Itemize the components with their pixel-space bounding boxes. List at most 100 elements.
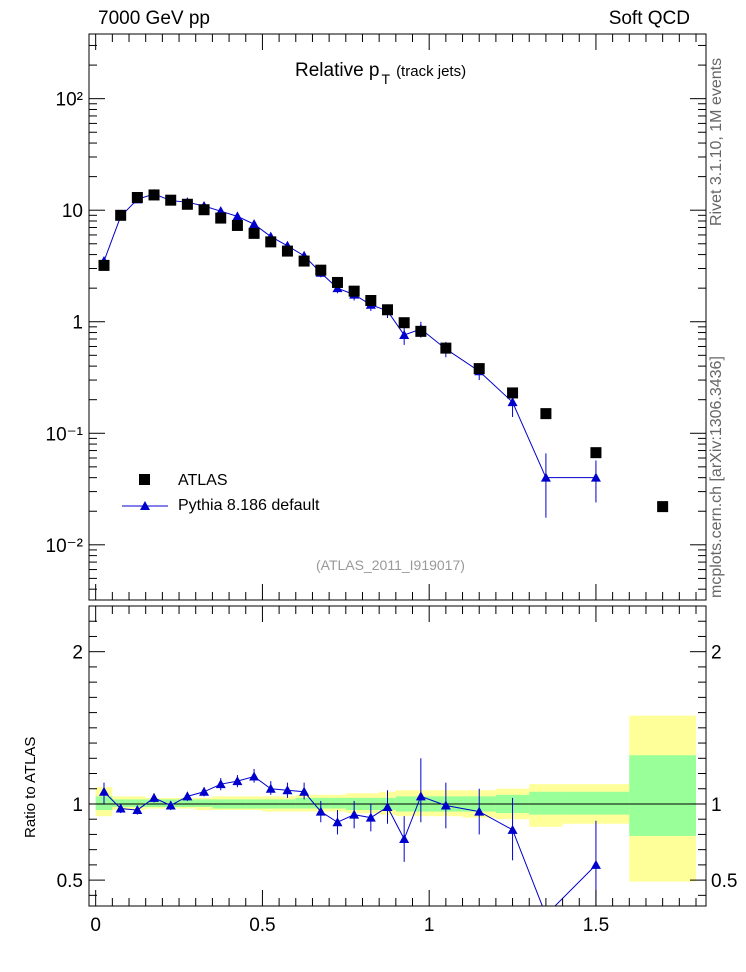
ratio-frame <box>88 605 707 907</box>
ratio-band-inner <box>629 755 696 836</box>
ratio-band-inner <box>562 791 630 815</box>
x-tick-label: 1 <box>424 915 435 936</box>
atlas-point <box>265 236 277 248</box>
main-y-tick-label: 10⁻² <box>46 536 84 557</box>
atlas-point <box>148 189 160 201</box>
ratio-point <box>182 791 193 801</box>
ratio-point <box>165 800 176 810</box>
pythia-point <box>232 211 243 221</box>
ratio-band-inner <box>112 799 130 808</box>
main-frame <box>88 33 707 601</box>
atlas-point <box>98 259 110 271</box>
ratio-point <box>199 786 210 796</box>
atlas-point <box>415 325 427 337</box>
ratio-axes: 0.5 0.5 1 1 2 2 0 0.5 1 1.5 <box>57 606 737 936</box>
plot-title-subscript: T <box>381 71 391 87</box>
ratio-band-inner <box>129 799 146 808</box>
atlas-point <box>165 194 177 206</box>
ratio-point <box>590 859 601 869</box>
plot-title-suffix: (track jets) <box>396 63 467 80</box>
ratio-y-axis-label: Ratio to ATLAS <box>22 736 39 838</box>
plot-title-main: Relative p <box>295 60 380 81</box>
ratio-y-tick-label: 2 <box>72 643 83 664</box>
ratio-point <box>149 792 160 802</box>
ratio-point <box>349 809 360 819</box>
main-series-atlas <box>98 189 669 513</box>
main-y-tick-label: 10 <box>62 201 83 222</box>
pythia-point <box>590 472 601 482</box>
ratio-point <box>507 824 518 834</box>
ratio-series-pythia <box>99 758 601 919</box>
ratio-band-inner <box>329 797 346 809</box>
atlas-point <box>115 209 127 221</box>
pythia-point <box>507 397 518 407</box>
legend-atlas-label: ATLAS <box>178 472 228 489</box>
analysis-id-label: (ATLAS_2011_I919017) <box>316 557 465 573</box>
atlas-point <box>398 317 410 329</box>
legend-pythia-marker <box>140 501 150 510</box>
ratio-bands-inner <box>95 755 696 836</box>
main-y-tick-label: 10² <box>56 90 83 111</box>
ratio-band-inner <box>179 799 196 808</box>
ratio-point <box>232 776 243 786</box>
plot-title: Relative p T (track jets) <box>295 60 467 87</box>
atlas-point <box>248 227 260 239</box>
atlas-point <box>181 198 193 210</box>
x-tick-label: 0 <box>90 915 101 936</box>
atlas-point <box>365 295 377 307</box>
x-tick-label: 0.5 <box>249 915 275 936</box>
legend-atlas-marker <box>139 474 150 485</box>
ratio-point <box>382 802 393 812</box>
ratio-y-tick-label-right: 2 <box>711 643 722 664</box>
ratio-band-inner <box>145 799 163 808</box>
ratio-point <box>115 803 126 813</box>
rivet-version-label: Rivet 3.1.10, 1M events <box>708 57 725 226</box>
atlas-point <box>198 204 210 216</box>
ratio-band-inner <box>529 791 563 815</box>
ratio-band-inner <box>295 797 313 809</box>
atlas-point <box>131 191 143 203</box>
atlas-point <box>381 304 393 316</box>
pythia-point <box>399 330 410 340</box>
x-tick-label: 1.5 <box>583 915 609 936</box>
ratio-point <box>365 812 376 822</box>
ratio-point <box>315 806 326 816</box>
atlas-point <box>657 501 669 513</box>
ratio-point <box>215 779 226 789</box>
main-panel: 10⁻² 10⁻¹ 1 10 10² <box>46 33 707 601</box>
atlas-point <box>473 363 485 375</box>
legend-pythia-label: Pythia 8.186 default <box>178 497 320 514</box>
pythia-point <box>249 219 260 229</box>
ratio-point <box>99 786 110 796</box>
header-beam-label: 7000 GeV pp <box>98 8 210 29</box>
ratio-point <box>415 791 426 801</box>
atlas-point <box>281 245 293 257</box>
atlas-point <box>298 255 310 267</box>
atlas-point <box>231 219 243 231</box>
main-y-tick-label: 10⁻¹ <box>46 424 84 445</box>
atlas-point <box>315 264 327 276</box>
ratio-band-inner <box>195 799 213 808</box>
ratio-y-tick-label: 1 <box>72 795 83 816</box>
ratio-panel: 0.5 0.5 1 1 2 2 0 0.5 1 1.5 <box>57 605 737 936</box>
atlas-point <box>440 342 452 354</box>
ratio-point <box>249 771 260 781</box>
pythia-point <box>540 472 551 482</box>
ratio-y-tick-label-right: 1 <box>711 795 722 816</box>
header-process-label: Soft QCD <box>608 8 690 29</box>
atlas-point <box>507 387 519 399</box>
ratio-y-tick-label-right: 0.5 <box>711 871 737 892</box>
main-axes: 10⁻² 10⁻¹ 1 10 10² <box>46 34 706 600</box>
ratio-point <box>265 783 276 793</box>
ratio-point <box>474 806 485 816</box>
ratio-point <box>332 817 343 827</box>
atlas-point <box>348 285 360 297</box>
atlas-point <box>590 447 602 459</box>
atlas-point <box>331 276 343 288</box>
main-y-tick-label: 1 <box>72 313 83 334</box>
legend <box>122 474 168 510</box>
ratio-point <box>541 910 551 919</box>
mcplots-reference-label: mcplots.cern.ch [arXiv:1306.3436] <box>708 356 725 598</box>
pythia-curve <box>103 193 596 479</box>
